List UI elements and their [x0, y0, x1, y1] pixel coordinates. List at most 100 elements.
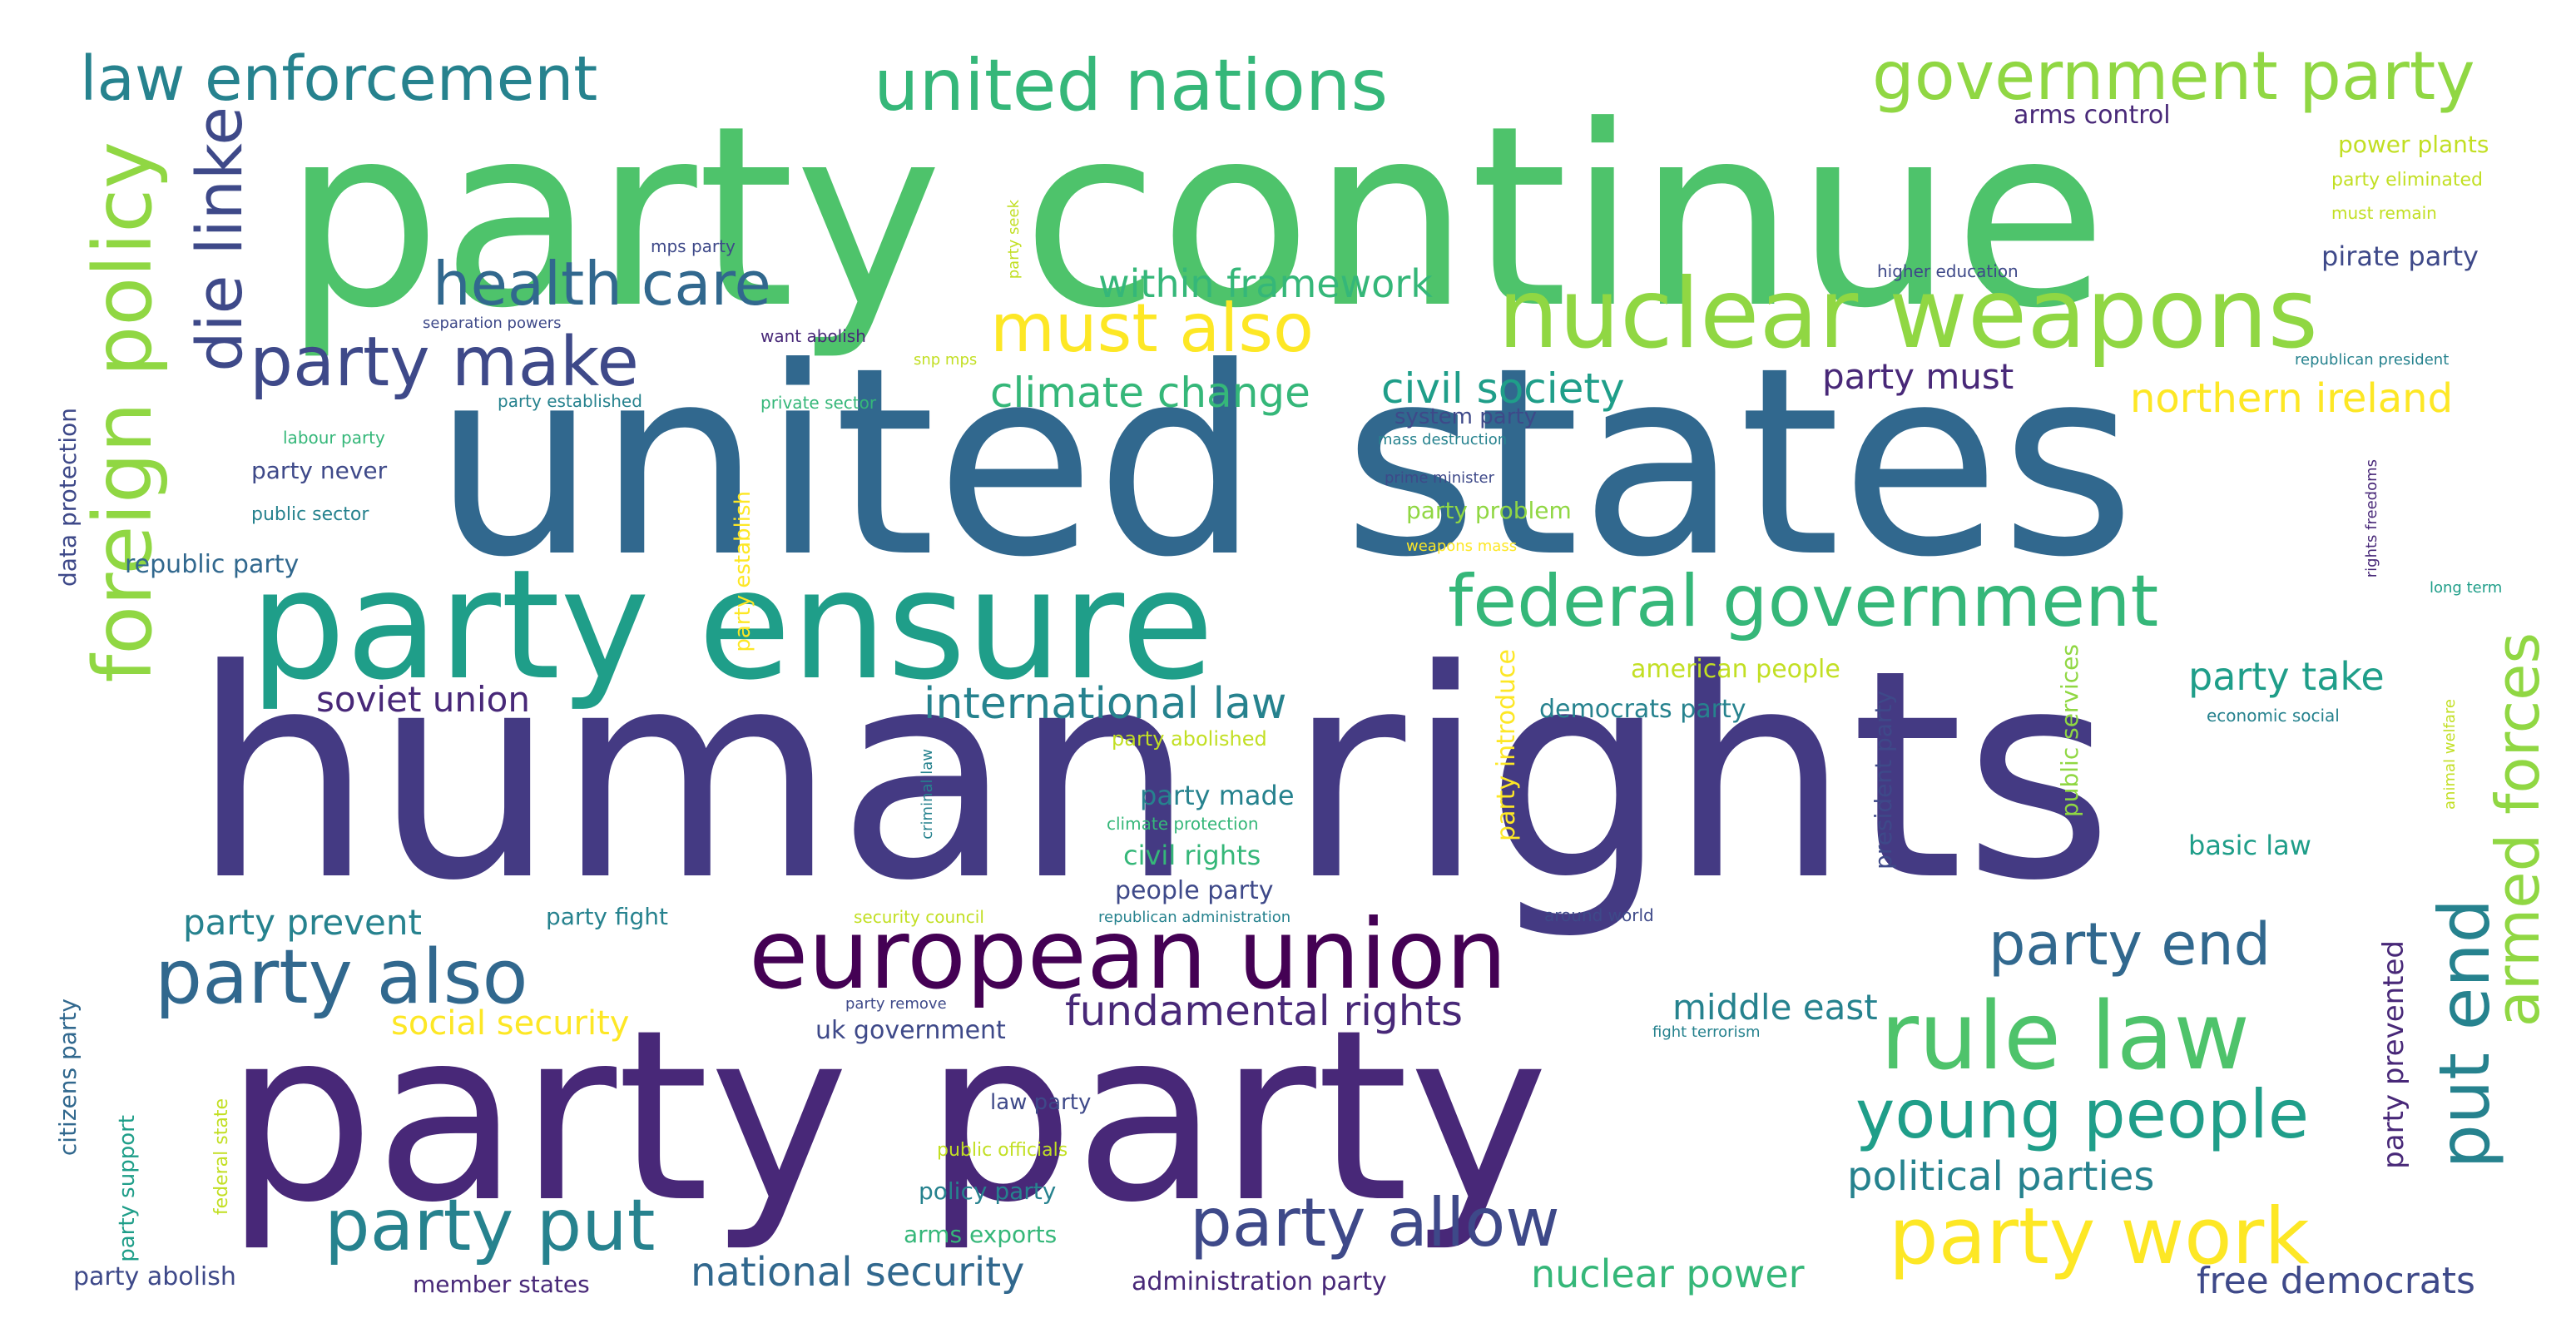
word-party-fight: party fight [546, 903, 669, 930]
word-human-rights: human rights [191, 608, 2114, 944]
word-health-care: health care [433, 249, 771, 319]
word-weapons-mass: weapons mass [1406, 538, 1518, 555]
word-fundamental-rights: fundamental rights [1065, 987, 1464, 1035]
word-party-problem: party problem [1406, 497, 1572, 524]
word-middle-east: middle east [1672, 987, 1878, 1028]
word-armed-forces: armed forces [2483, 632, 2553, 1028]
word-party-prevent: party prevent [183, 902, 422, 943]
word-basic-law: basic law [2188, 830, 2311, 861]
word-party-end: party end [1989, 910, 2271, 979]
word-party-also: party also [155, 934, 528, 1021]
word-arms-exports: arms exports [904, 1221, 1058, 1248]
word-national-security: national security [691, 1249, 1025, 1296]
word-party-remove: party remove [845, 995, 947, 1013]
word-soviet-union: soviet union [316, 679, 530, 720]
word-separation-powers: separation powers [423, 315, 562, 332]
word-policy-party: policy party [919, 1177, 1057, 1205]
word-party-prevented: party prevented [2377, 940, 2410, 1169]
word-die-linke: die linke [182, 107, 256, 372]
word-united-nations: united nations [874, 44, 1389, 127]
word-party-introduce: party introduce [1492, 649, 1521, 841]
word-must-also: must also [990, 290, 1314, 367]
word-labour-party: labour party [283, 428, 385, 448]
word-public-officials: public officials [937, 1140, 1068, 1161]
word-republic-party: republic party [125, 550, 300, 579]
word-want-abolish: want abolish [760, 326, 866, 346]
word-nuclear-power: nuclear power [1531, 1251, 1805, 1296]
word-security-council: security council [854, 907, 984, 927]
word-snp-mps: snp mps [914, 351, 978, 369]
word-european-union: european union [749, 899, 1508, 1011]
word-party-seek: party seek [1005, 200, 1023, 280]
word-party-abolished: party abolished [1112, 727, 1267, 751]
word-higher-education: higher education [1877, 261, 2019, 281]
word-private-sector: private sector [760, 393, 877, 413]
word-public-sector: public sector [251, 504, 369, 525]
word-people-party: people party [1115, 876, 1274, 905]
word-party-party: party party [225, 979, 1549, 1254]
word-northern-ireland: northern ireland [2130, 375, 2454, 422]
word-prime-minister: prime minister [1385, 469, 1495, 487]
word-party-work: party work [1889, 1192, 2310, 1282]
word-animal-welfare: animal welfare [2441, 699, 2459, 810]
word-president-party: president party [1870, 691, 1897, 870]
word-party-put: party put [324, 1184, 656, 1267]
word-social-security: social security [391, 1004, 630, 1043]
word-mass-destruction: mass destruction [1378, 431, 1508, 448]
word-system-party: system party [1395, 404, 1537, 429]
word-administration-party: administration party [1132, 1267, 1387, 1296]
word-federal-government: federal government [1448, 560, 2159, 643]
word-republican-president: republican president [2295, 351, 2450, 369]
word-party-eliminated: party eliminated [2331, 170, 2483, 191]
word-law-enforcement: law enforcement [80, 43, 598, 115]
word-civil-rights: civil rights [1123, 840, 1261, 871]
word-civil-society: civil society [1381, 364, 1625, 413]
word-long-term: long term [2430, 579, 2503, 597]
word-law-party: law party [990, 1090, 1092, 1115]
word-arms-control: arms control [2014, 101, 2171, 130]
word-member-states: member states [413, 1271, 590, 1298]
word-party-establish: party establish [731, 491, 755, 652]
word-rule-law: rule law [1880, 983, 2251, 1091]
word-pirate-party: pirate party [2321, 240, 2479, 272]
word-fight-terrorism: fight terrorism [1652, 1023, 1761, 1041]
word-free-democrats: free democrats [2197, 1260, 2475, 1302]
word-public-services: public services [2056, 644, 2083, 818]
word-democrats-party: democrats party [1539, 695, 1746, 724]
word-uk-government: uk government [815, 1016, 1006, 1045]
word-criminal-law: criminal law [919, 749, 936, 840]
word-party-never: party never [251, 457, 388, 484]
word-party-support: party support [115, 1115, 140, 1262]
word-nuclear-weapons: nuclear weapons [1498, 258, 2318, 370]
word-party-ensure: party ensure [250, 537, 1215, 713]
word-climate-change: climate change [990, 369, 1310, 417]
word-united-states: united states [433, 311, 2136, 614]
word-foreign-policy: foreign policy [77, 141, 170, 683]
word-party-abolish: party abolish [73, 1262, 236, 1291]
word-mps-party: mps party [651, 236, 736, 256]
word-party-take: party take [2188, 654, 2385, 699]
word-party-established: party established [498, 391, 642, 411]
word-rights-freedoms: rights freedoms [2363, 459, 2380, 578]
word-within-framework: within framework [1098, 261, 1433, 306]
word-young-people: young people [1855, 1076, 2310, 1153]
word-party-allow: party allow [1190, 1184, 1560, 1261]
word-party-made: party made [1140, 780, 1295, 811]
word-party-must: party must [1822, 356, 2014, 397]
word-around-world: around world [1544, 905, 1654, 925]
word-republican-administration: republican administration [1098, 909, 1291, 926]
word-economic-social: economic social [2207, 706, 2340, 726]
word-party-continue: party continue [283, 72, 2108, 363]
word-climate-protection: climate protection [1107, 814, 1259, 834]
word-must-remain: must remain [2331, 203, 2437, 223]
word-american-people: american people [1631, 655, 1840, 684]
word-federal-state: federal state [211, 1098, 232, 1216]
word-data-protection: data protection [54, 408, 82, 587]
word-international-law: international law [924, 679, 1287, 729]
word-party-make: party make [250, 323, 639, 402]
word-government-party: government party [1872, 37, 2475, 115]
word-citizens-party: citizens party [54, 999, 82, 1157]
word-political-parties: political parties [1847, 1153, 2155, 1200]
word-power-plants: power plants [2338, 131, 2489, 158]
